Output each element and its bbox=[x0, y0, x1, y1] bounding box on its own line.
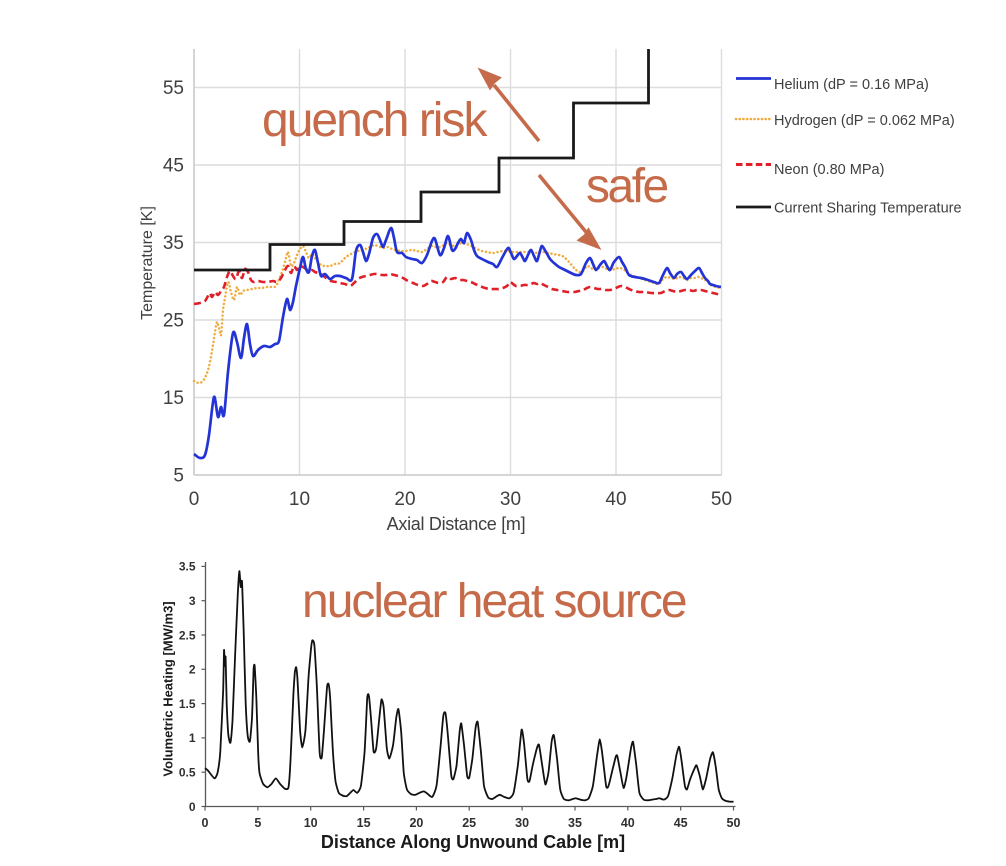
svg-text:55: 55 bbox=[163, 78, 184, 99]
svg-text:Helium (dP = 0.16 MPa): Helium (dP = 0.16 MPa) bbox=[774, 77, 929, 93]
svg-text:quench risk: quench risk bbox=[262, 94, 488, 147]
svg-text:0: 0 bbox=[202, 816, 209, 830]
svg-text:50: 50 bbox=[711, 489, 732, 510]
svg-text:0: 0 bbox=[189, 800, 196, 814]
svg-text:1.5: 1.5 bbox=[179, 697, 196, 711]
svg-text:15: 15 bbox=[357, 816, 371, 830]
svg-text:15: 15 bbox=[163, 388, 184, 409]
svg-text:Axial Distance [m]: Axial Distance [m] bbox=[387, 514, 526, 534]
svg-text:5: 5 bbox=[254, 816, 261, 830]
svg-text:safe: safe bbox=[586, 160, 668, 213]
svg-text:Neon (0.80 MPa): Neon (0.80 MPa) bbox=[774, 162, 884, 178]
svg-text:50: 50 bbox=[727, 816, 741, 830]
svg-text:nuclear heat source: nuclear heat source bbox=[302, 575, 686, 628]
svg-text:40: 40 bbox=[621, 816, 635, 830]
svg-text:45: 45 bbox=[163, 156, 184, 177]
svg-text:30: 30 bbox=[515, 816, 529, 830]
svg-text:20: 20 bbox=[394, 489, 415, 510]
svg-text:20: 20 bbox=[409, 816, 423, 830]
svg-text:40: 40 bbox=[605, 489, 626, 510]
svg-text:25: 25 bbox=[462, 816, 476, 830]
svg-text:3: 3 bbox=[189, 594, 196, 608]
svg-text:35: 35 bbox=[163, 233, 184, 254]
svg-text:0.5: 0.5 bbox=[179, 766, 196, 780]
svg-text:1: 1 bbox=[189, 731, 196, 745]
svg-text:35: 35 bbox=[568, 816, 582, 830]
svg-text:0: 0 bbox=[189, 489, 200, 510]
svg-text:2: 2 bbox=[189, 663, 196, 677]
svg-text:30: 30 bbox=[500, 489, 521, 510]
svg-text:3.5: 3.5 bbox=[179, 560, 196, 574]
svg-text:45: 45 bbox=[674, 816, 688, 830]
svg-text:10: 10 bbox=[289, 489, 310, 510]
svg-text:Current Sharing Temperature: Current Sharing Temperature bbox=[774, 201, 962, 217]
svg-text:5: 5 bbox=[173, 466, 184, 487]
svg-text:Hydrogen (dP = 0.062 MPa): Hydrogen (dP = 0.062 MPa) bbox=[774, 113, 955, 129]
svg-text:Volumetric Heating [MW/m3]: Volumetric Heating [MW/m3] bbox=[161, 601, 176, 776]
svg-text:Distance Along Unwound Cable [: Distance Along Unwound Cable [m] bbox=[321, 832, 625, 852]
svg-text:Temperature [K]: Temperature [K] bbox=[139, 206, 156, 320]
svg-text:25: 25 bbox=[163, 311, 184, 332]
svg-text:10: 10 bbox=[304, 816, 318, 830]
svg-text:2.5: 2.5 bbox=[179, 628, 196, 642]
